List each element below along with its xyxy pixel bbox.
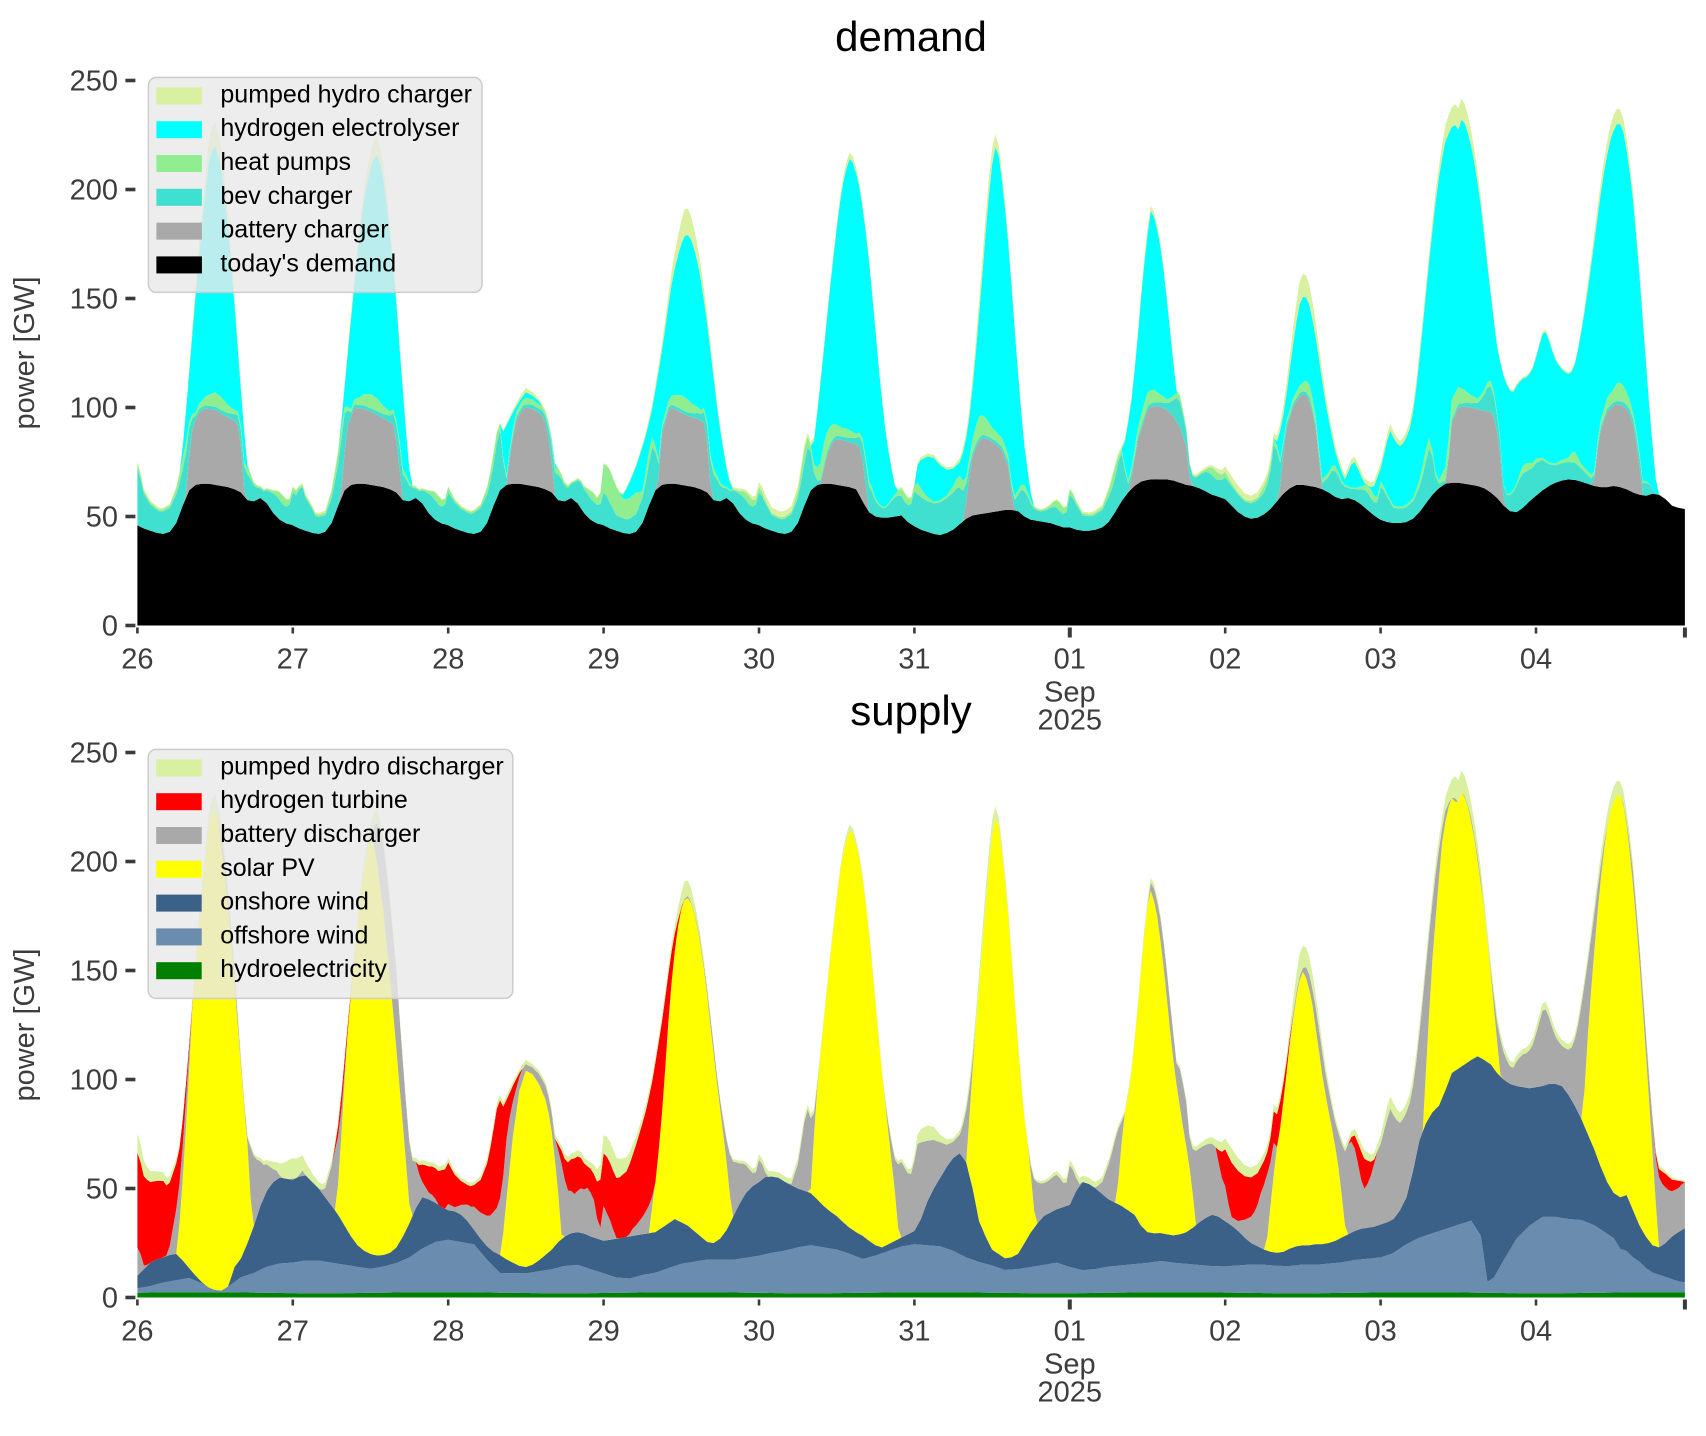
svg-text:Sep: Sep (1044, 677, 1096, 709)
svg-text:battery discharger: battery discharger (220, 820, 420, 848)
svg-text:50: 50 (86, 1174, 118, 1206)
svg-text:03: 03 (1364, 644, 1396, 676)
svg-text:04: 04 (1520, 1316, 1552, 1348)
svg-text:250: 250 (70, 66, 118, 98)
svg-text:150: 150 (70, 956, 118, 988)
svg-text:2025: 2025 (1038, 1377, 1103, 1409)
svg-text:offshore wind: offshore wind (220, 921, 368, 949)
svg-text:31: 31 (898, 644, 930, 676)
svg-text:100: 100 (70, 1065, 118, 1097)
svg-text:demand: demand (835, 13, 987, 60)
svg-text:02: 02 (1209, 644, 1241, 676)
svg-text:pumped hydro discharger: pumped hydro discharger (220, 752, 504, 780)
svg-text:02: 02 (1209, 1316, 1241, 1348)
svg-text:0: 0 (102, 1283, 118, 1315)
svg-text:power [GW]: power [GW] (9, 948, 41, 1101)
svg-text:pumped hydro charger: pumped hydro charger (220, 80, 472, 108)
svg-text:hydrogen turbine: hydrogen turbine (220, 786, 408, 814)
svg-text:50: 50 (86, 502, 118, 534)
svg-text:27: 27 (277, 644, 309, 676)
svg-text:2025: 2025 (1038, 705, 1103, 737)
svg-text:100: 100 (70, 393, 118, 425)
svg-text:hydroelectricity: hydroelectricity (220, 955, 387, 983)
svg-text:solar PV: solar PV (220, 854, 315, 882)
svg-text:bev charger: bev charger (220, 182, 352, 210)
svg-text:30: 30 (743, 644, 775, 676)
svg-text:today's demand: today's demand (220, 249, 396, 277)
svg-text:battery charger: battery charger (220, 216, 388, 244)
svg-text:supply: supply (850, 687, 971, 734)
svg-text:29: 29 (587, 644, 619, 676)
svg-text:27: 27 (277, 1316, 309, 1348)
svg-text:200: 200 (70, 175, 118, 207)
svg-text:250: 250 (70, 738, 118, 770)
svg-text:01: 01 (1054, 644, 1086, 676)
svg-text:26: 26 (121, 1316, 153, 1348)
svg-text:200: 200 (70, 847, 118, 879)
svg-text:onshore wind: onshore wind (220, 888, 369, 916)
svg-text:28: 28 (432, 1316, 464, 1348)
svg-text:Sep: Sep (1044, 1349, 1096, 1381)
svg-text:04: 04 (1520, 644, 1552, 676)
svg-text:28: 28 (432, 644, 464, 676)
svg-text:03: 03 (1364, 1316, 1396, 1348)
svg-text:29: 29 (587, 1316, 619, 1348)
svg-text:power [GW]: power [GW] (9, 276, 41, 429)
svg-text:31: 31 (898, 1316, 930, 1348)
svg-text:0: 0 (102, 611, 118, 643)
svg-text:heat pumps: heat pumps (220, 148, 351, 176)
svg-text:150: 150 (70, 284, 118, 316)
svg-text:30: 30 (743, 1316, 775, 1348)
svg-text:hydrogen electrolyser: hydrogen electrolyser (220, 114, 459, 142)
svg-text:01: 01 (1054, 1316, 1086, 1348)
svg-text:26: 26 (121, 644, 153, 676)
